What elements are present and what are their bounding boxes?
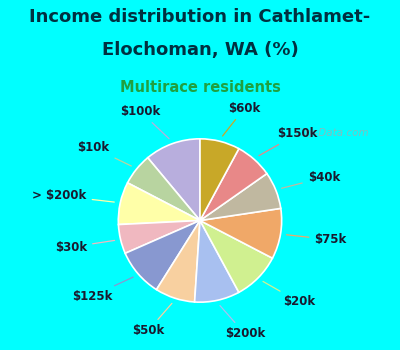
Text: > $200k: > $200k [32, 189, 114, 202]
Text: $40k: $40k [282, 171, 340, 188]
Wedge shape [148, 139, 200, 220]
Text: $100k: $100k [120, 105, 169, 139]
Text: $200k: $200k [220, 306, 265, 340]
Text: Elochoman, WA (%): Elochoman, WA (%) [102, 41, 298, 59]
Wedge shape [128, 158, 200, 220]
Wedge shape [118, 220, 200, 253]
Wedge shape [200, 149, 267, 220]
Wedge shape [200, 220, 272, 292]
Text: $75k: $75k [286, 233, 347, 246]
Text: Multirace residents: Multirace residents [120, 80, 280, 95]
Text: $30k: $30k [55, 240, 114, 254]
Wedge shape [200, 208, 282, 258]
Text: $150k: $150k [259, 127, 318, 156]
Text: City-Data.com: City-Data.com [288, 128, 369, 138]
Text: $20k: $20k [263, 281, 315, 308]
Wedge shape [118, 183, 200, 225]
Text: Income distribution in Cathlamet-: Income distribution in Cathlamet- [29, 8, 371, 26]
Text: $10k: $10k [78, 141, 131, 166]
Text: $50k: $50k [132, 303, 172, 337]
Wedge shape [200, 139, 239, 220]
Wedge shape [200, 174, 281, 220]
Text: $60k: $60k [222, 102, 261, 136]
Text: $125k: $125k [72, 277, 133, 303]
Wedge shape [195, 220, 239, 302]
Wedge shape [125, 220, 200, 289]
Wedge shape [156, 220, 200, 302]
